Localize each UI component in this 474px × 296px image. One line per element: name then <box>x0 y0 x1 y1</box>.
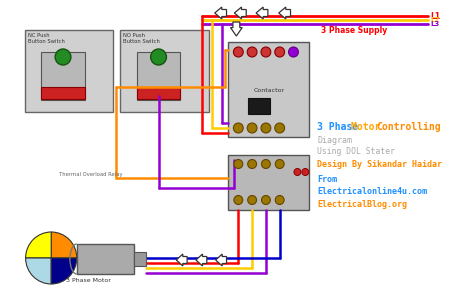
Bar <box>134 252 146 266</box>
Text: Contactor: Contactor <box>253 88 284 93</box>
Polygon shape <box>256 7 268 19</box>
Bar <box>225 26 313 174</box>
Wedge shape <box>51 258 77 284</box>
Circle shape <box>302 168 309 176</box>
Bar <box>137 52 180 100</box>
Text: NC Push
Button Switch: NC Push Button Switch <box>27 33 64 44</box>
Polygon shape <box>230 22 242 36</box>
Text: Electricalonline4u.com: Electricalonline4u.com <box>317 187 427 196</box>
Text: L3: L3 <box>430 21 439 27</box>
Bar <box>137 87 180 99</box>
Polygon shape <box>234 7 246 19</box>
Circle shape <box>275 123 284 133</box>
Text: 3 Phase: 3 Phase <box>317 122 364 132</box>
Polygon shape <box>176 254 187 266</box>
Wedge shape <box>51 232 77 258</box>
Text: 3 Phase Supply: 3 Phase Supply <box>321 26 388 35</box>
Polygon shape <box>196 254 207 266</box>
Bar <box>15 20 283 188</box>
Text: L1: L1 <box>430 12 440 20</box>
Circle shape <box>234 160 243 168</box>
Text: ElectricalBlog.org: ElectricalBlog.org <box>317 200 407 209</box>
Circle shape <box>151 49 166 65</box>
Bar <box>248 98 270 114</box>
Circle shape <box>261 123 271 133</box>
Text: Controlling: Controlling <box>376 122 441 132</box>
Bar <box>228 42 309 137</box>
Wedge shape <box>26 258 51 284</box>
Text: Thermal Overload Relay: Thermal Overload Relay <box>59 172 123 177</box>
Polygon shape <box>279 7 291 19</box>
Circle shape <box>55 49 71 65</box>
Text: NO Push
Button Switch: NO Push Button Switch <box>123 33 160 44</box>
Bar <box>41 52 85 100</box>
Circle shape <box>247 47 257 57</box>
Text: Design By Sikandar Haidar: Design By Sikandar Haidar <box>317 160 442 169</box>
Circle shape <box>248 160 256 168</box>
Circle shape <box>247 123 257 133</box>
Circle shape <box>275 195 284 205</box>
Bar <box>77 244 134 274</box>
Bar <box>120 30 209 112</box>
Circle shape <box>261 47 271 57</box>
Circle shape <box>233 47 243 57</box>
Circle shape <box>294 168 301 176</box>
Circle shape <box>262 195 270 205</box>
Circle shape <box>233 123 243 133</box>
Wedge shape <box>26 232 51 258</box>
Polygon shape <box>215 7 227 19</box>
Circle shape <box>289 47 299 57</box>
Circle shape <box>234 195 243 205</box>
Bar <box>228 155 309 210</box>
Circle shape <box>262 160 270 168</box>
Text: L2: L2 <box>430 17 439 23</box>
Circle shape <box>248 195 256 205</box>
Circle shape <box>275 47 284 57</box>
Circle shape <box>275 160 284 168</box>
Polygon shape <box>216 254 227 266</box>
Text: Motor: Motor <box>351 122 386 132</box>
Text: 3 Phase Motor: 3 Phase Motor <box>66 278 111 283</box>
Text: From: From <box>317 175 337 184</box>
Bar <box>25 30 113 112</box>
Text: Diagram: Diagram <box>317 136 352 145</box>
Text: Using DOL Stater: Using DOL Stater <box>317 147 395 156</box>
Bar <box>41 87 85 99</box>
